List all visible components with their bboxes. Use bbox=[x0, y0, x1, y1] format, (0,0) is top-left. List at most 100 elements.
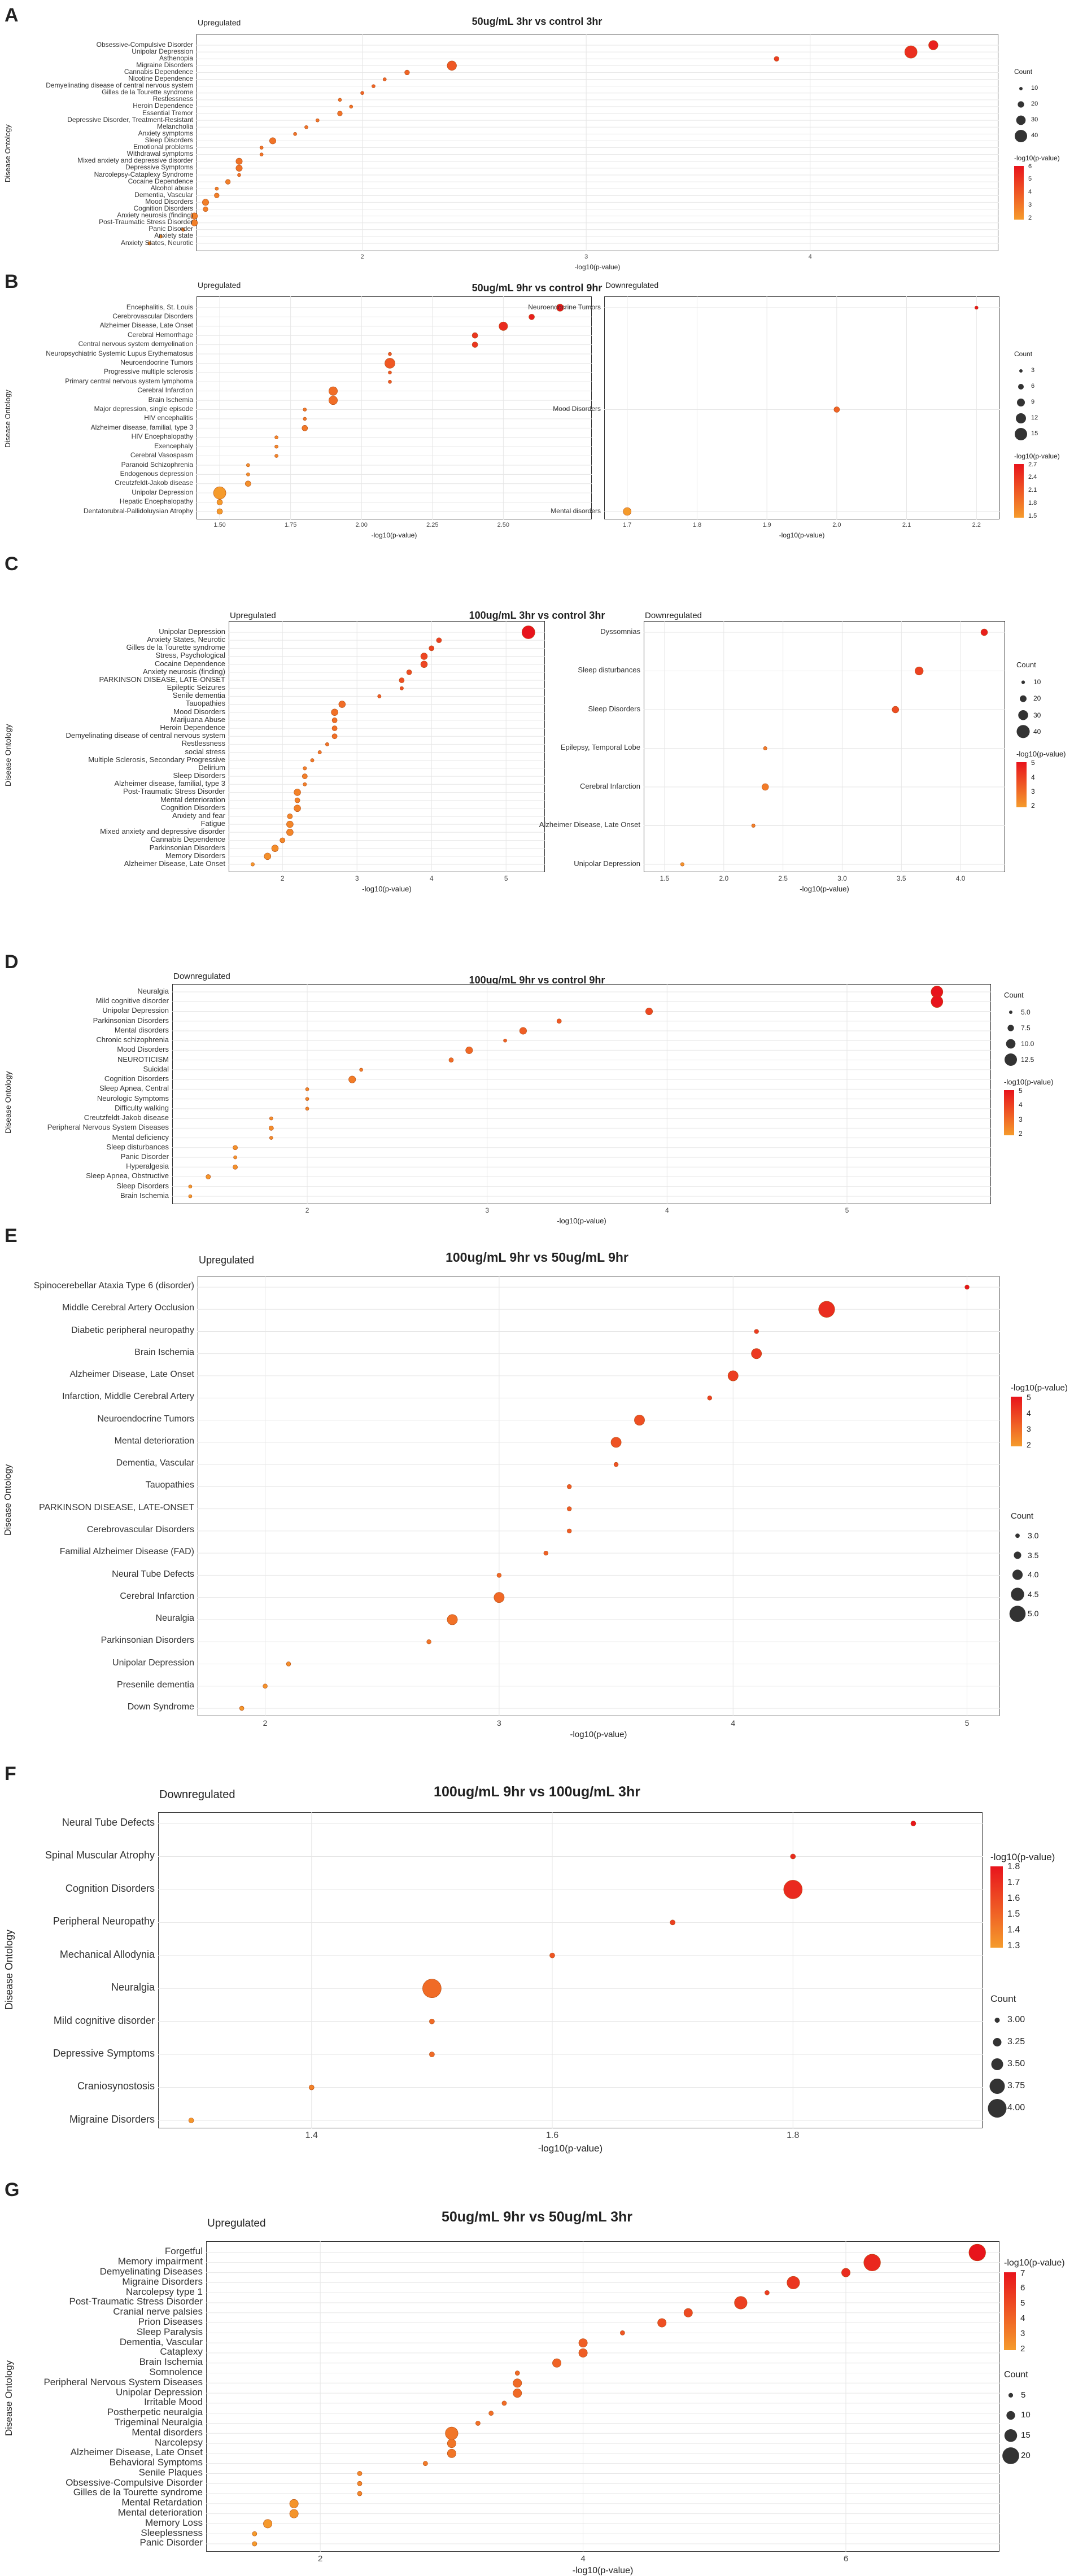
data-point bbox=[382, 77, 387, 81]
legend-size-swatch bbox=[1009, 1011, 1012, 1014]
category-label: Parkinsonian Disorders bbox=[149, 843, 225, 852]
category-label: Cerebral Infarction bbox=[120, 1591, 194, 1601]
data-point bbox=[147, 241, 152, 246]
plot-area bbox=[197, 34, 998, 251]
data-point bbox=[556, 1018, 562, 1024]
y-axis-label: Disease Ontology bbox=[3, 1464, 13, 1536]
legend-count-label: 10 bbox=[1031, 85, 1038, 92]
legend-count-label: 20 bbox=[1033, 694, 1041, 703]
category-label: Alzheimer Disease, Late Onset bbox=[69, 1370, 194, 1380]
legend-count-title: Count bbox=[1004, 2369, 1028, 2380]
data-point bbox=[841, 2268, 850, 2277]
x-axis-label: -log10(p-value) bbox=[800, 885, 849, 893]
x-axis-label: -log10(p-value) bbox=[570, 1730, 627, 1739]
data-point bbox=[181, 228, 185, 232]
data-point bbox=[286, 820, 294, 828]
category-label: Tauopathies bbox=[145, 1480, 194, 1490]
x-tick-label: 4 bbox=[665, 1206, 669, 1214]
category-label: Mental deterioration bbox=[117, 2507, 203, 2518]
panel-title: 50ug/mL 9hr vs 50ug/mL 3hr bbox=[441, 2209, 633, 2225]
category-label: Presenile dementia bbox=[117, 1680, 194, 1690]
legend-color-label: 6 bbox=[1020, 2283, 1025, 2293]
category-label: Primary central nervous system lymphoma bbox=[65, 377, 193, 385]
legend-colorbar bbox=[1014, 464, 1024, 518]
legend-size-swatch bbox=[1019, 369, 1023, 373]
x-tick-label: 2 bbox=[263, 1718, 268, 1727]
panel-letter: A bbox=[5, 5, 19, 26]
legend-color-title: -log10(p-value) bbox=[1014, 154, 1060, 162]
subplot-subtitle: Downregulated bbox=[645, 611, 702, 620]
legend-count-label: 10.0 bbox=[1021, 1039, 1034, 1048]
category-label: Cognition Disorders bbox=[65, 1882, 155, 1894]
category-label: Alzheimer disease, familial, type 3 bbox=[114, 779, 225, 788]
legend-size-swatch bbox=[1004, 2429, 1018, 2442]
legend-colorbar bbox=[1004, 2272, 1016, 2350]
legend-color-label: 2.4 bbox=[1028, 474, 1037, 481]
legend-count-title: Count bbox=[1016, 661, 1036, 669]
category-label: Diabetic peripheral neuropathy bbox=[71, 1325, 194, 1335]
data-point bbox=[245, 480, 251, 487]
panel-title: 50ug/mL 3hr vs control 3hr bbox=[471, 16, 603, 27]
data-point bbox=[191, 219, 198, 226]
plot-area bbox=[198, 1276, 999, 1716]
data-point bbox=[289, 2499, 299, 2508]
legend-size-swatch bbox=[1016, 725, 1030, 738]
category-label: Trigeminal Neuralgia bbox=[114, 2416, 203, 2428]
y-axis-label: Disease Ontology bbox=[3, 124, 12, 182]
data-point bbox=[274, 454, 278, 458]
data-point bbox=[372, 84, 376, 88]
legend-color-label: 1.5 bbox=[1028, 512, 1037, 519]
legend-size-swatch bbox=[1008, 2393, 1014, 2398]
data-point bbox=[286, 1661, 291, 1667]
data-point bbox=[331, 725, 338, 731]
panel-letter: G bbox=[5, 2179, 20, 2201]
legend-count-label: 5.0 bbox=[1021, 1008, 1031, 1016]
x-tick-label: 2 bbox=[360, 253, 364, 260]
legend-color-label: 4 bbox=[1020, 2313, 1025, 2323]
category-label: Depressive Symptoms bbox=[53, 2047, 155, 2059]
category-label: Creutzfeldt-Jakob disease bbox=[115, 479, 193, 487]
legend-color-title: -log10(p-value) bbox=[1014, 452, 1060, 460]
category-label: Mixed anxiety and depressive disorder bbox=[100, 827, 225, 836]
legend-color-label: 2 bbox=[1019, 1130, 1023, 1138]
data-point bbox=[188, 1184, 193, 1189]
category-label: Restlessness bbox=[181, 739, 225, 748]
legend-count-label: 30 bbox=[1031, 116, 1038, 124]
category-label: Depressive Symptoms bbox=[125, 163, 193, 172]
plot-area bbox=[644, 621, 1005, 872]
category-label: Withdrawal symptoms bbox=[126, 150, 193, 158]
x-tick-label: 1.8 bbox=[692, 522, 702, 528]
data-point bbox=[263, 2519, 273, 2529]
category-label: Parkinsonian Disorders bbox=[93, 1016, 169, 1025]
data-point bbox=[503, 1038, 507, 1043]
data-point bbox=[680, 862, 684, 867]
data-point bbox=[310, 758, 315, 763]
data-point bbox=[303, 417, 307, 421]
x-axis-label: -log10(p-value) bbox=[362, 885, 412, 893]
category-label: Creutzfeldt-Jakob disease bbox=[84, 1113, 169, 1122]
legend-count-label: 12 bbox=[1031, 414, 1038, 422]
legend-count-label: 3.75 bbox=[1007, 2080, 1025, 2090]
category-label: Down Syndrome bbox=[127, 1702, 194, 1712]
scatter-plot bbox=[644, 621, 1005, 872]
data-point bbox=[188, 2118, 194, 2123]
data-point bbox=[399, 686, 404, 690]
x-tick-label: 2.25 bbox=[426, 522, 439, 528]
data-point bbox=[657, 2318, 667, 2328]
category-label: Migraine Disorders bbox=[136, 60, 193, 69]
data-point bbox=[863, 2254, 881, 2271]
data-point bbox=[751, 824, 756, 828]
data-point bbox=[519, 1027, 527, 1035]
data-point bbox=[783, 1880, 803, 1899]
data-point bbox=[246, 463, 250, 467]
category-label: Paranoid Schizophrenia bbox=[121, 460, 193, 469]
y-axis-label: Disease Ontology bbox=[3, 723, 12, 786]
category-label: Brain Ischemia bbox=[120, 1191, 169, 1200]
data-point bbox=[964, 1284, 970, 1290]
legend-color-label: 5 bbox=[1020, 2298, 1025, 2308]
legend-color-label: 4 bbox=[1027, 1409, 1031, 1418]
panel-title: 100ug/mL 9hr vs 50ug/mL 9hr bbox=[446, 1250, 628, 1265]
data-point bbox=[357, 2491, 363, 2496]
legend-color-label: 2 bbox=[1027, 1440, 1031, 1449]
legend-count-label: 4.5 bbox=[1028, 1589, 1039, 1599]
